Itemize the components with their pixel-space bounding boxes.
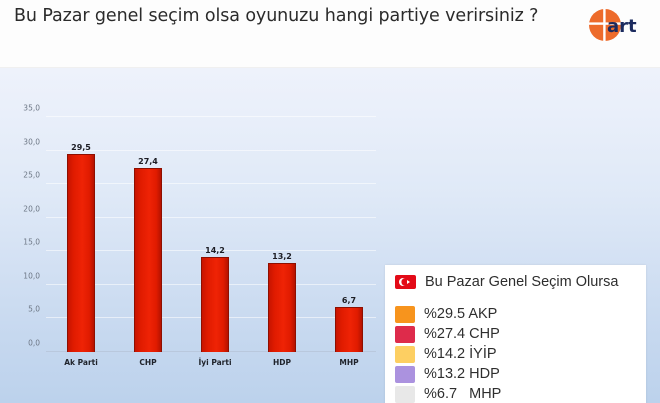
legend-card: Bu Pazar Genel Seçim Olursa %29.5 AKP %2… — [385, 265, 646, 403]
bar-value-label: 27,4 — [138, 157, 158, 167]
gridline-20 — [46, 216, 376, 218]
legend-label: %27.4 CHP — [424, 326, 500, 342]
art-tv-logo: art — [580, 6, 646, 44]
bar-value-label: 14,2 — [205, 245, 225, 255]
legend-label: %14.2 İYİP — [424, 346, 497, 362]
x-axis-category: CHP — [139, 358, 157, 367]
legend-swatch-chp — [395, 325, 415, 343]
legend-item-chp[interactable]: %27.4 CHP — [395, 324, 636, 344]
bar-mhp[interactable]: 6,7 MHP — [335, 296, 363, 367]
y-axis-tick: 25,0 — [23, 170, 40, 180]
plot-area: 0,0 5,0 10,0 15,0 20,0 25,0 30,0 35,0 29… — [23, 104, 376, 367]
legend-item-akp[interactable]: %29.5 AKP — [395, 304, 636, 324]
legend-item-iyip[interactable]: %14.2 İYİP — [395, 344, 636, 364]
gridline-30 — [46, 149, 376, 151]
y-axis-tick: 10,0 — [23, 271, 40, 281]
legend-label: %29.5 AKP — [424, 306, 498, 322]
gridline-35 — [46, 116, 376, 117]
y-axis-tick: 15,0 — [23, 237, 40, 247]
turkish-flag-icon — [395, 275, 416, 289]
x-axis-category: Ak Parti — [64, 358, 98, 367]
legend-title: Bu Pazar Genel Seçim Olursa — [425, 274, 619, 290]
y-axis-tick: 5,0 — [28, 304, 40, 314]
x-axis-category: İyi Parti — [198, 358, 232, 367]
x-axis-category: HDP — [273, 358, 291, 367]
legend-item-hdp[interactable]: %13.2 HDP — [395, 364, 636, 384]
legend-swatch-iyip — [395, 345, 415, 363]
y-axis-tick: 35,0 — [23, 103, 40, 113]
gridline-15 — [46, 250, 376, 252]
legend-label: %13.2 HDP — [424, 366, 500, 382]
chart-canvas: 0,0 5,0 10,0 15,0 20,0 25,0 30,0 35,0 29… — [0, 68, 660, 403]
y-axis-tick: 0,0 — [28, 338, 40, 348]
legend-header: Bu Pazar Genel Seçim Olursa — [395, 274, 636, 292]
bar-iyi-parti[interactable]: 14,2 İyi Parti — [198, 246, 231, 367]
x-axis-category: MHP — [339, 358, 359, 367]
bar-value-label: 6,7 — [341, 296, 357, 306]
bar-ak-parti[interactable]: 29,5 Ak Parti — [64, 143, 98, 367]
poll-question: Bu Pazar genel seçim olsa oyunuzu hangi … — [14, 6, 539, 26]
legend-item-list: %29.5 AKP %27.4 CHP %14.2 İYİP %13.2 HDP — [395, 304, 636, 403]
legend-item-mhp[interactable]: %6.7 MHP — [395, 384, 636, 403]
legend-swatch-hdp — [395, 365, 415, 383]
legend-swatch-mhp — [395, 385, 415, 403]
art-logo-icon: art — [589, 9, 637, 41]
gridline-25 — [46, 183, 376, 185]
y-axis-tick: 20,0 — [23, 204, 40, 214]
legend-swatch-akp — [395, 305, 415, 323]
bar-value-label: 13,2 — [272, 252, 292, 262]
question-header: Bu Pazar genel seçim olsa oyunuzu hangi … — [0, 0, 660, 68]
bar-chp[interactable]: 27,4 CHP — [134, 157, 162, 367]
legend-label: %6.7 MHP — [424, 386, 502, 402]
bar-value-label: 29,5 — [71, 142, 91, 152]
y-axis-tick: 30,0 — [23, 137, 40, 147]
bar-hdp[interactable]: 13,2 HDP — [268, 252, 296, 367]
art-logo-text: art — [607, 16, 637, 37]
